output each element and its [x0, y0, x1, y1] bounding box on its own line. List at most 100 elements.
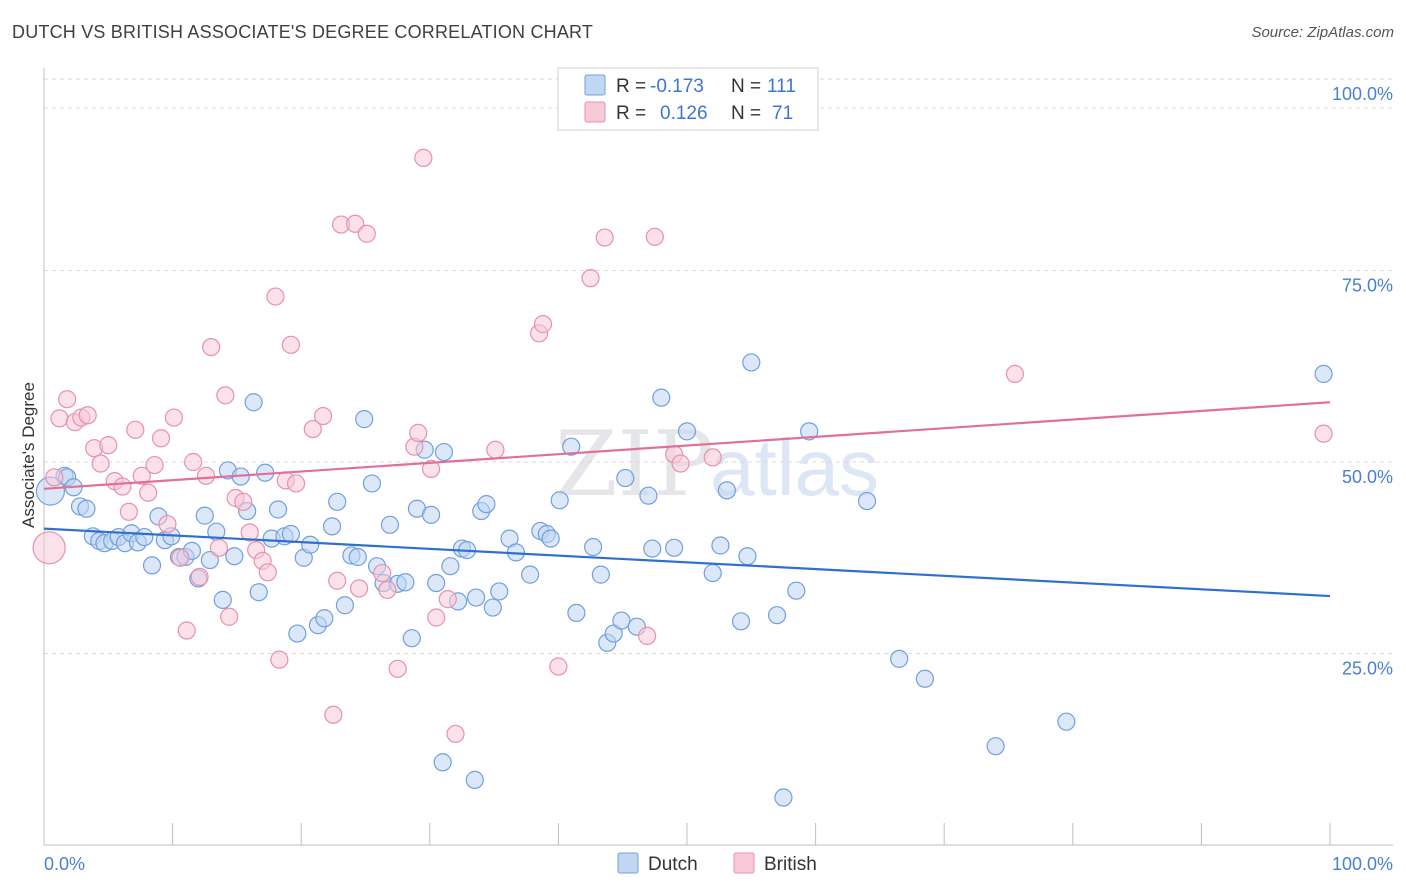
british-point — [286, 474, 306, 493]
dutch-point — [1314, 364, 1333, 384]
dutch-point — [541, 529, 560, 548]
dutch-trend-line — [43, 527, 1331, 598]
british-point — [446, 724, 465, 744]
dutch-point — [225, 547, 244, 566]
british-point — [357, 224, 376, 243]
legend-r-label-dutch: R = — [616, 76, 646, 97]
y-axis-title: Associate's Degree — [19, 382, 38, 528]
british-point — [58, 390, 77, 409]
dutch-point — [521, 565, 540, 584]
dutch-point — [612, 611, 631, 630]
british-point — [373, 563, 392, 583]
dutch-point — [195, 506, 214, 525]
bottom-legend-british: British — [764, 854, 817, 875]
legend-r-label-british: R = — [616, 103, 646, 124]
british-point — [164, 408, 183, 427]
british-point — [421, 459, 441, 478]
legend-r-value-dutch: -0.173 — [650, 76, 704, 97]
dutch-point — [738, 547, 757, 566]
british-point — [533, 315, 553, 334]
dutch-point — [652, 388, 671, 407]
y-tick-labels: 25.0% 50.0% 75.0% 100.0% — [1332, 84, 1393, 679]
british-point — [177, 621, 196, 640]
dutch-point — [135, 527, 154, 547]
dutch-point — [731, 612, 751, 631]
british-point — [324, 705, 343, 724]
british-point — [132, 466, 151, 485]
chart-title: DUTCH VS BRITISH ASSOCIATE'S DEGREE CORR… — [12, 22, 594, 42]
dutch-point — [742, 353, 761, 372]
dutch-point — [380, 515, 400, 534]
y-tick-label: 50.0% — [1342, 467, 1393, 487]
british-point — [202, 338, 221, 357]
legend-r-value-british: 0.126 — [660, 103, 708, 124]
dutch-point — [767, 606, 787, 625]
dutch-point — [677, 422, 697, 441]
dutch-point — [281, 524, 301, 544]
source-label: Source: ZipAtlas.com — [1251, 24, 1394, 41]
dutch-point — [465, 770, 484, 789]
dutch-point — [434, 442, 454, 462]
british-point — [549, 657, 568, 676]
dutch-point — [890, 649, 909, 668]
british-point — [91, 454, 110, 473]
british-point — [258, 563, 277, 582]
y-tick-label: 100.0% — [1332, 84, 1393, 104]
axes — [43, 68, 1393, 846]
y-tick-label: 75.0% — [1342, 276, 1393, 296]
dutch-point — [348, 547, 367, 567]
dutch-point — [567, 603, 586, 623]
dutch-point — [915, 669, 935, 688]
british-point — [1005, 364, 1025, 384]
bottom-legend-dutch: Dutch — [648, 854, 698, 875]
british-point — [378, 580, 397, 600]
british-point — [313, 406, 333, 426]
british-point — [50, 409, 69, 428]
dutch-point — [665, 538, 684, 557]
legend-n-value-british: 71 — [772, 103, 793, 124]
dutch-point — [986, 737, 1005, 756]
dutch-point — [244, 393, 263, 412]
dutch-point — [643, 539, 662, 558]
british-point — [196, 466, 216, 485]
british-point — [595, 228, 614, 247]
bottom-legend-swatch-dutch — [617, 852, 639, 874]
dutch-point — [717, 481, 736, 500]
british-point — [78, 406, 97, 425]
british-point — [184, 452, 203, 472]
british-point — [638, 626, 657, 645]
dutch-point — [483, 598, 502, 617]
dutch-point — [800, 422, 819, 441]
dutch-point — [441, 557, 460, 576]
dutch-point — [142, 556, 162, 575]
dutch-point — [396, 573, 415, 592]
legend-n-value-dutch: 111 — [767, 76, 796, 97]
british-points — [32, 148, 1333, 744]
british-point — [158, 514, 177, 534]
british-point — [645, 227, 664, 246]
british-point — [220, 607, 239, 626]
watermark-atlas: atlas — [710, 423, 879, 512]
dutch-point — [703, 563, 722, 583]
x-tick-label-min: 0.0% — [44, 854, 85, 874]
british-point — [281, 335, 301, 354]
british-point — [303, 419, 322, 439]
dutch-point — [584, 537, 603, 557]
dutch-point — [639, 486, 658, 505]
british-point — [581, 269, 600, 288]
british-point — [438, 590, 457, 609]
dutch-point — [562, 437, 581, 456]
dutch-point — [774, 788, 793, 807]
british-point — [703, 448, 722, 467]
dutch-point — [433, 753, 452, 772]
dutch-point — [77, 499, 96, 518]
legend-box: R = -0.173 N = 111 R = 0.126 N = 71 — [557, 67, 819, 131]
british-point — [671, 454, 690, 473]
dutch-point — [268, 500, 288, 519]
dutch-point — [322, 517, 342, 536]
british-point — [126, 420, 145, 439]
dutch-point — [787, 581, 806, 600]
dutch-point — [616, 468, 635, 488]
british-point — [349, 579, 369, 598]
